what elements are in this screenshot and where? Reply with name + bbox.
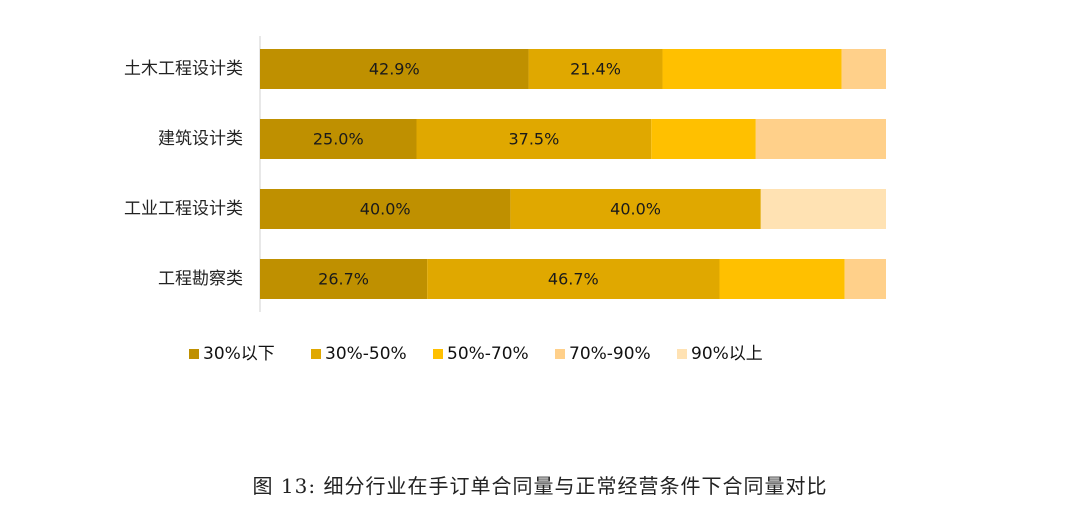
data-label: 26.7% (318, 270, 369, 289)
category-label: 工程勘察类 (158, 269, 243, 289)
bar-segment (760, 189, 886, 229)
legend-swatch (311, 349, 321, 359)
data-label: 21.4% (570, 60, 621, 79)
bar-segment (260, 49, 529, 89)
legend-label: 30%以下 (203, 344, 275, 364)
legend-label: 50%-70% (447, 344, 529, 364)
bar-segment (427, 259, 720, 299)
legend-label: 90%以上 (691, 344, 763, 364)
legend-swatch (677, 349, 687, 359)
bar-segment (416, 119, 652, 159)
data-label: 25.0% (313, 130, 364, 149)
legend-label: 70%-90% (569, 344, 651, 364)
bar-segment (844, 259, 886, 299)
data-label: 42.9% (369, 60, 420, 79)
stacked-bar-chart: 42.9% 21.4% 25.0% 37.5% 40.0% 40.0% 26.7% 46.7%… (124, 36, 886, 364)
bar-segment (260, 119, 417, 159)
legend-swatch (555, 349, 565, 359)
data-label: 40.0% (610, 200, 661, 219)
bar-segment (755, 119, 886, 159)
data-label: 46.7% (548, 270, 599, 289)
category-label: 工业工程设计类 (124, 199, 243, 219)
category-label: 建筑设计类 (158, 129, 243, 149)
bar-segment (662, 49, 842, 89)
legend-label: 30%-50% (325, 344, 407, 364)
bar-segment (260, 259, 428, 299)
bar-segment (528, 49, 663, 89)
bar-segment (841, 49, 886, 89)
bar-segment (651, 119, 756, 159)
data-label: 37.5% (508, 130, 559, 149)
legend-swatch (189, 349, 199, 359)
bar-segment (510, 189, 761, 229)
data-label: 40.0% (360, 200, 411, 219)
bar-segment (260, 189, 511, 229)
category-label: 土木工程设计类 (124, 59, 243, 79)
figure-caption: 图 13: 细分行业在手订单合同量与正常经营条件下合同量对比 (252, 474, 828, 498)
bar-segment (719, 259, 845, 299)
legend-swatch (433, 349, 443, 359)
